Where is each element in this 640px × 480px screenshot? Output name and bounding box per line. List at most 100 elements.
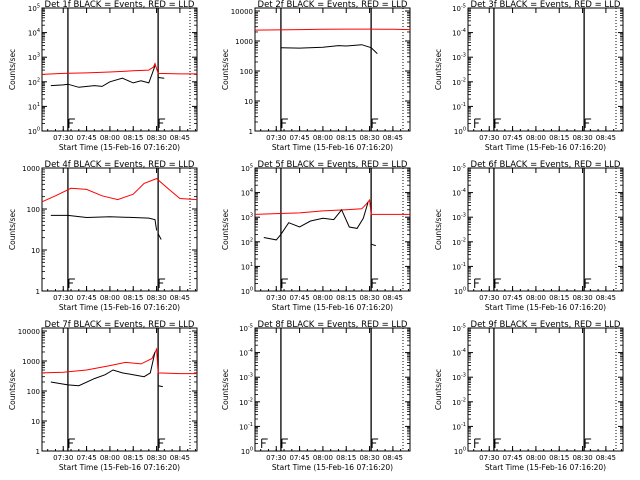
x-tick-label: 08:30: [359, 134, 379, 142]
y-tick-base: 10: [31, 418, 40, 426]
interval-marker: [281, 438, 288, 448]
y-tick-base: 1: [36, 288, 40, 296]
lld-rate-line: [254, 28, 411, 31]
y-tick-label: 100: [27, 388, 40, 396]
x-tick-label: 08:30: [146, 454, 166, 462]
event-rate-line: [370, 243, 376, 247]
y-tick-base: 1000: [22, 165, 40, 173]
plot-frame: [254, 167, 411, 292]
plot-frame: [41, 7, 198, 132]
y-tick-exponent: -2: [461, 77, 466, 83]
event-rate-line: [263, 202, 369, 241]
x-tick-label: 08:45: [596, 454, 616, 462]
x-tick-label: 07:45: [289, 454, 309, 462]
interval-marker: [158, 118, 166, 128]
panel-det-3: Det 3f BLACK = Events, RED = LLD 07:30 07:…: [434, 0, 624, 152]
x-tick-label: 08:15: [123, 134, 143, 142]
interval-marker: [584, 438, 592, 448]
y-tick-exponent: 5: [37, 4, 40, 10]
x-tick-label: 07:45: [289, 294, 309, 302]
x-tick-label: 08:30: [359, 454, 379, 462]
y-tick-exponent: -3: [461, 213, 466, 219]
panel-title: Det 7f BLACK = Events, RED = LLD: [45, 320, 195, 330]
y-tick-exponent: 0: [250, 447, 253, 453]
y-axis-label: Counts/sec: [8, 369, 17, 410]
y-axis-label: Counts/sec: [434, 49, 443, 90]
interval-marker: [68, 438, 75, 448]
lld-rate-line: [41, 62, 197, 75]
x-tick-label: 08:15: [123, 294, 143, 302]
lld-rate-line: [41, 347, 197, 375]
interval-marker: [281, 278, 288, 288]
x-tick-label: 08:15: [336, 454, 356, 462]
panel-title: Det 3f BLACK = Events, RED = LLD: [471, 0, 621, 10]
y-tick-exponent: -5: [461, 164, 466, 170]
y-tick-exponent: -1: [461, 422, 466, 428]
y-tick-label: 10-2: [452, 77, 466, 87]
panel-det-2: Det 2f BLACK = Events, RED = LLD 07:30 07:…: [221, 0, 411, 152]
y-tick-base: 10: [31, 247, 40, 255]
y-tick-base: 10: [452, 263, 461, 271]
y-tick-exponent: -2: [461, 397, 466, 403]
x-tick-label: 08:15: [336, 134, 356, 142]
y-tick-base: 10: [28, 79, 37, 87]
x-axis-label: Start Time (15-Feb-16 07:16:20): [59, 143, 180, 152]
y-tick-base: 10: [452, 190, 461, 198]
y-tick-exponent: 0: [463, 127, 466, 133]
y-tick-base: 10: [452, 54, 461, 62]
panel-title: Det 1f BLACK = Events, RED = LLD: [45, 0, 195, 10]
y-tick-base: 10: [28, 54, 37, 62]
interval-marker: [371, 278, 379, 288]
y-tick-label: 1: [36, 288, 40, 296]
y-axis-label: Counts/sec: [8, 209, 17, 250]
plot-frame: [467, 327, 624, 452]
y-tick-label: 1: [249, 128, 253, 136]
lld-rate-line: [254, 198, 410, 215]
x-tick-label: 08:45: [596, 134, 616, 142]
y-tick-label: 1000: [22, 358, 40, 366]
interval-marker: [261, 438, 268, 448]
y-tick-label: 10-4: [452, 348, 466, 358]
x-tick-label: 07:30: [53, 134, 73, 142]
plot-frame: [467, 167, 624, 292]
x-tick-label: 08:15: [549, 134, 569, 142]
y-tick-label: 10: [31, 247, 40, 255]
x-tick-label: 07:45: [289, 134, 309, 142]
y-tick-label: 10-1: [239, 422, 253, 432]
y-tick-exponent: -5: [248, 324, 253, 330]
y-tick-exponent: -3: [461, 53, 466, 59]
x-tick-label: 08:15: [549, 294, 569, 302]
event-rate-line: [50, 214, 158, 231]
panel-det-7: Det 7f BLACK = Events, RED = LLD 07:30 07:…: [8, 320, 198, 472]
y-tick-base: 10: [454, 288, 463, 296]
y-tick-base: 10: [244, 98, 253, 106]
x-tick-label: 08:30: [572, 294, 592, 302]
plot-frame: [467, 7, 624, 132]
y-tick-base: 10: [452, 325, 461, 333]
y-tick-exponent: 2: [250, 237, 253, 243]
y-tick-base: 10: [28, 128, 37, 136]
y-tick-base: 1000: [22, 358, 40, 366]
panel-title: Det 2f BLACK = Events, RED = LLD: [258, 0, 408, 10]
x-tick-label: 08:15: [123, 454, 143, 462]
y-tick-base: 10: [241, 239, 250, 247]
y-tick-base: 10: [241, 214, 250, 222]
y-tick-base: 10000: [231, 8, 253, 16]
x-tick-label: 08:45: [383, 294, 403, 302]
y-tick-base: 10: [239, 374, 248, 382]
x-tick-label: 08:45: [383, 454, 403, 462]
interval-marker: [584, 118, 592, 128]
y-tick-label: 10-1: [452, 262, 466, 272]
x-tick-label: 08:00: [526, 454, 546, 462]
event-rate-line: [158, 77, 165, 79]
x-tick-label: 08:30: [146, 294, 166, 302]
x-tick-label: 07:30: [266, 294, 286, 302]
y-tick-label: 105: [28, 4, 40, 14]
y-tick-label: 101: [28, 102, 40, 112]
y-tick-exponent: -5: [461, 4, 466, 10]
y-tick-exponent: 3: [250, 213, 253, 219]
interval-marker: [494, 438, 501, 448]
x-tick-label: 08:30: [146, 134, 166, 142]
x-tick-label: 07:45: [76, 294, 96, 302]
